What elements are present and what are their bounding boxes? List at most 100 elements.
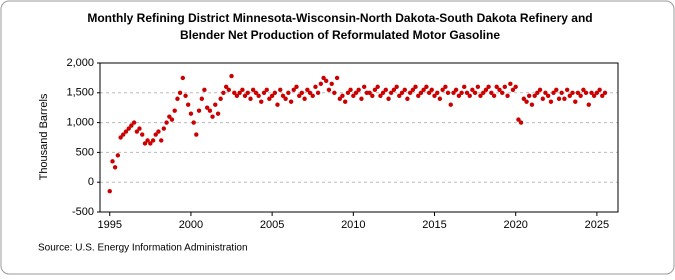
point — [575, 90, 581, 96]
point — [348, 87, 353, 93]
point — [137, 126, 142, 131]
point — [453, 87, 459, 93]
point — [351, 93, 356, 98]
point — [153, 132, 158, 137]
point — [394, 84, 399, 90]
point — [483, 87, 489, 93]
point — [586, 102, 591, 107]
point — [161, 126, 167, 131]
x-tick-label: 2000 — [179, 219, 203, 231]
point — [299, 90, 305, 96]
point — [554, 87, 559, 93]
point — [426, 90, 432, 96]
point — [437, 96, 443, 101]
point — [142, 141, 148, 146]
point — [399, 90, 405, 96]
point — [140, 132, 145, 137]
point — [464, 90, 470, 96]
point — [148, 141, 153, 146]
point — [537, 87, 543, 93]
point — [232, 90, 237, 96]
point — [177, 90, 183, 96]
point — [448, 102, 453, 107]
point — [318, 81, 324, 87]
point — [567, 93, 572, 98]
point — [264, 87, 269, 93]
point — [115, 153, 121, 158]
point — [218, 96, 223, 101]
point — [535, 90, 540, 96]
point — [405, 96, 410, 101]
point — [418, 90, 424, 96]
y-tick-label: 2,000 — [66, 57, 94, 69]
point — [397, 93, 402, 98]
point — [253, 90, 259, 96]
point — [237, 90, 242, 96]
point — [467, 93, 472, 98]
source: Source: U.S. Energy Information Administ… — [38, 243, 248, 254]
point — [164, 120, 169, 125]
point — [134, 129, 140, 134]
point — [291, 87, 296, 93]
point — [112, 165, 118, 170]
x-tick-label: 2005 — [260, 219, 284, 231]
y-tick-label: 0 — [88, 176, 94, 188]
point — [543, 90, 548, 96]
x-tick-label: 2020 — [503, 219, 527, 231]
point — [156, 129, 161, 134]
point — [367, 90, 372, 96]
point — [272, 90, 278, 96]
point — [326, 87, 332, 93]
point — [196, 108, 202, 113]
point — [370, 93, 375, 98]
point — [240, 87, 245, 93]
point — [424, 84, 429, 90]
point — [451, 90, 456, 96]
point — [340, 93, 345, 98]
chart-title: Monthly Refining District Minnesota-Wisc… — [87, 11, 592, 25]
point — [516, 117, 521, 122]
point — [562, 96, 567, 101]
point — [234, 93, 240, 98]
point — [221, 90, 226, 96]
point — [297, 93, 302, 98]
point — [356, 87, 361, 93]
point — [191, 120, 196, 125]
point — [280, 93, 286, 98]
point — [545, 93, 551, 98]
x-tick-label: 2010 — [341, 219, 365, 231]
point — [505, 93, 510, 98]
point — [194, 132, 199, 137]
point — [345, 90, 351, 96]
point — [421, 87, 426, 93]
point — [286, 90, 291, 96]
point — [172, 108, 177, 113]
point — [167, 114, 172, 119]
point — [275, 102, 280, 107]
point — [524, 99, 529, 104]
point — [199, 96, 205, 101]
point — [310, 93, 315, 98]
point — [391, 87, 397, 93]
point — [302, 96, 307, 101]
point — [334, 75, 340, 81]
point — [491, 93, 497, 98]
point — [145, 138, 150, 143]
point — [481, 90, 486, 96]
point — [583, 90, 589, 96]
point — [150, 138, 156, 143]
point — [502, 84, 508, 90]
point — [378, 93, 383, 98]
x-tick-label: 2015 — [422, 219, 446, 231]
point — [204, 105, 210, 110]
point — [470, 87, 475, 93]
point — [556, 96, 562, 101]
point — [380, 90, 386, 96]
point — [332, 90, 337, 96]
point — [185, 102, 191, 107]
point — [429, 87, 434, 93]
point — [578, 93, 583, 98]
point — [597, 87, 602, 93]
point — [521, 96, 527, 101]
